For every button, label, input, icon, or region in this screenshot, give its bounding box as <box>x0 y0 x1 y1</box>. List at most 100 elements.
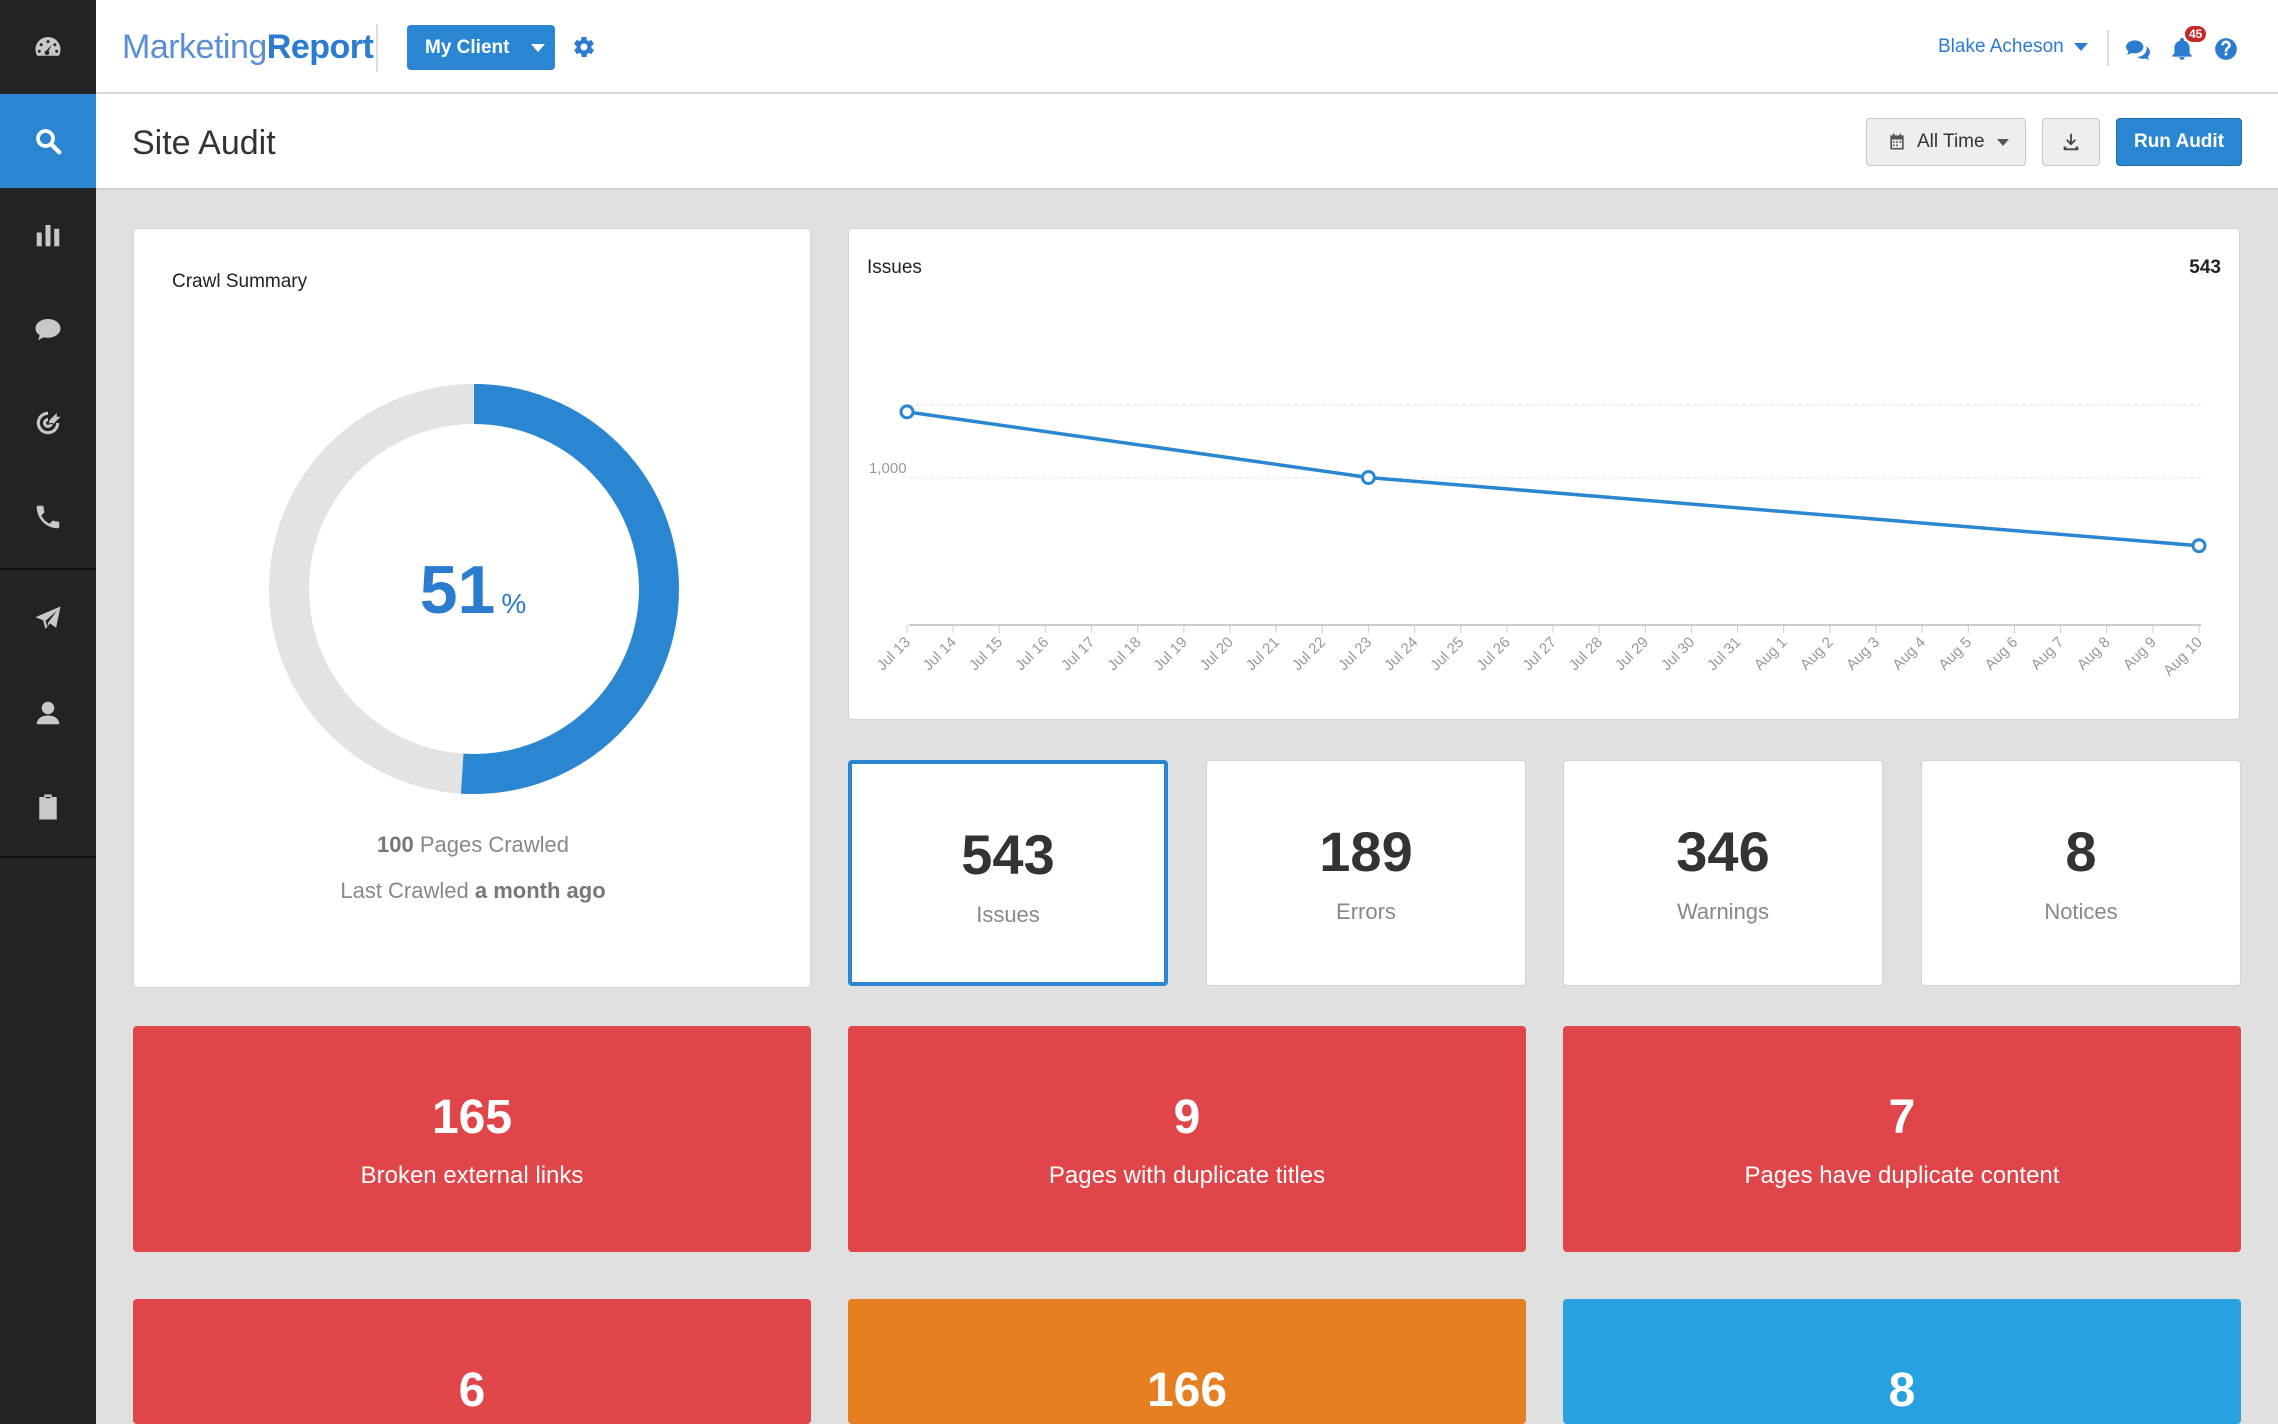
app-logo[interactable]: MarketingReport <box>122 28 374 67</box>
x-tick-label: Jul 15 <box>966 634 1006 674</box>
last-crawled: Last Crawled a month ago <box>134 878 812 904</box>
tile-value: 8 <box>1888 1364 1916 1417</box>
x-tick-label: Jul 17 <box>1058 634 1098 674</box>
stat-label: Notices <box>2044 899 2118 924</box>
issues-total: 543 <box>2189 257 2221 278</box>
issues-series-line <box>906 410 2200 548</box>
x-tick-label: Jul 26 <box>1473 634 1513 674</box>
sidebar-item-tasks[interactable] <box>0 760 96 854</box>
tile-value: 166 <box>1146 1364 1228 1417</box>
x-tick-label: Jul 31 <box>1704 634 1744 674</box>
sidebar-item-calls[interactable] <box>0 470 96 564</box>
stat-label: Issues <box>976 902 1040 927</box>
search-icon <box>36 129 62 155</box>
tile-issue[interactable]: 166 <box>848 1299 1526 1424</box>
clipboard-check-icon <box>39 794 57 820</box>
target-icon <box>36 411 61 435</box>
pages-crawled-label: Pages Crawled <box>419 832 570 857</box>
y-tick-label: 1,000 <box>869 460 907 477</box>
user-name: Blake Acheson <box>1938 36 2064 57</box>
stat-label: Warnings <box>1676 899 1770 924</box>
x-tick-label: Jul 23 <box>1335 634 1375 674</box>
x-tick-label: Jul 16 <box>1012 634 1052 674</box>
bar-chart-icon <box>36 225 60 247</box>
phone-icon <box>36 505 60 529</box>
x-tick-label: Jul 27 <box>1520 634 1560 674</box>
tile-issue[interactable]: 8 <box>1563 1299 2241 1424</box>
caret-down-icon <box>1996 138 2009 146</box>
x-tick-label: Jul 29 <box>1612 634 1652 674</box>
stat-value: 346 <box>1676 820 1770 883</box>
x-tick-label: Jul 25 <box>1427 634 1467 674</box>
sidebar-item-site-audit[interactable] <box>0 94 96 188</box>
tile-label: Pages with duplicate titles <box>1048 1162 1326 1189</box>
help-button[interactable] <box>2213 36 2239 62</box>
pages-crawled: 100 Pages Crawled <box>134 832 812 858</box>
x-tick-label: Jul 22 <box>1289 634 1329 674</box>
stat-warnings[interactable]: 346 Warnings <box>1563 760 1883 986</box>
question-circle-icon <box>2215 38 2237 60</box>
sidebar-divider <box>0 568 96 570</box>
stat-notices[interactable]: 8 Notices <box>1921 760 2241 986</box>
x-tick-label: Aug 1 <box>1751 634 1791 674</box>
x-tick-label: Jul 20 <box>1197 634 1237 674</box>
tile-value: 165 <box>431 1091 513 1144</box>
tile-label: Broken external links <box>360 1162 584 1189</box>
user-menu[interactable]: Blake Acheson <box>1938 36 2088 58</box>
gear-icon[interactable] <box>572 35 596 59</box>
client-selector-label: My Client <box>425 36 510 58</box>
notification-count-badge: 45 <box>2183 24 2209 44</box>
x-tick-label: Jul 30 <box>1658 634 1698 674</box>
page-title: Site Audit <box>132 124 276 162</box>
x-tick-label: Jul 21 <box>1243 634 1283 674</box>
sidebar-item-campaigns[interactable] <box>0 572 96 666</box>
sidebar-item-contacts[interactable] <box>0 666 96 760</box>
caret-down-icon <box>2073 43 2088 51</box>
x-tick-label: Aug 6 <box>1982 634 2022 674</box>
caret-down-icon <box>531 43 546 52</box>
download-button[interactable] <box>2042 118 2100 166</box>
sidebar-item-targeting[interactable] <box>0 376 96 470</box>
tile-duplicate-titles[interactable]: 9 Pages with duplicate titles <box>848 1026 1526 1252</box>
notifications-button[interactable] <box>2169 36 2195 62</box>
x-tick-label: Jul 24 <box>1381 634 1421 674</box>
sidebar-item-analytics[interactable] <box>0 188 96 282</box>
x-tick-label: Jul 18 <box>1104 634 1144 674</box>
stat-value: 543 <box>961 823 1055 886</box>
x-tick-label: Aug 3 <box>1843 634 1883 674</box>
comments-icon <box>2126 40 2150 60</box>
bell-icon <box>2172 37 2192 60</box>
last-crawled-value: a month ago <box>474 878 606 903</box>
x-tick-label: Aug 10 <box>2160 634 2206 680</box>
tile-broken-external-links[interactable]: 165 Broken external links <box>133 1026 811 1252</box>
tile-duplicate-content[interactable]: 7 Pages have duplicate content <box>1563 1026 2241 1252</box>
run-audit-button[interactable]: Run Audit <box>2116 118 2242 166</box>
stat-label: Errors <box>1336 899 1396 924</box>
crawl-summary-title: Crawl Summary <box>172 271 308 292</box>
crawl-progress-donut <box>269 384 679 794</box>
tile-issue[interactable]: 6 <box>133 1299 811 1424</box>
last-crawled-label: Last Crawled <box>340 878 469 903</box>
x-tick-label: Jul 19 <box>1150 634 1190 674</box>
page-header: Site Audit All Time Run Audit <box>96 94 2278 190</box>
date-range-dropdown[interactable]: All Time <box>1866 118 2026 166</box>
tile-value: 6 <box>458 1364 486 1417</box>
sidebar-item-dashboard[interactable] <box>0 0 96 94</box>
x-tick-label: Aug 7 <box>2028 634 2068 674</box>
logo-divider <box>376 24 378 72</box>
stat-value: 8 <box>2065 820 2097 883</box>
top-bar: MarketingReport My Client Blake Acheson … <box>96 0 2278 94</box>
chat-button[interactable] <box>2125 36 2151 62</box>
x-tick-label: Jul 14 <box>920 634 960 674</box>
data-point <box>1360 470 1376 486</box>
tile-label: Pages have duplicate content <box>1744 1162 2060 1189</box>
x-tick-label: Jul 13 <box>874 634 914 674</box>
tile-value: 7 <box>1888 1091 1916 1144</box>
stat-errors[interactable]: 189 Errors <box>1206 760 1526 986</box>
data-point <box>2191 538 2207 554</box>
x-tick-label: Jul 28 <box>1566 634 1606 674</box>
stat-issues[interactable]: 543 Issues <box>848 760 1168 986</box>
sidebar-item-messages[interactable] <box>0 282 96 376</box>
client-selector-button[interactable]: My Client <box>407 25 555 70</box>
